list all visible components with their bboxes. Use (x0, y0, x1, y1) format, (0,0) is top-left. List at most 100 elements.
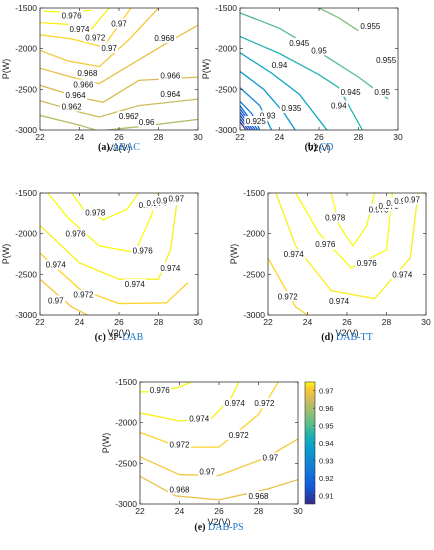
contour-line (40, 114, 96, 130)
contour-label-bg (247, 490, 270, 501)
contour-label: 0.94 (331, 102, 347, 111)
contour-label-bg (261, 452, 280, 463)
contour-label-group: 0.9780.9760.9740.9720.9760.9740.9740.978… (276, 194, 422, 307)
contour-label: 0.97 (111, 19, 127, 28)
caption-letter: (e) (194, 522, 208, 533)
contour-label: 0.945 (341, 88, 362, 97)
x-tick-label: 22 (135, 506, 145, 516)
contour-label: 0.974 (392, 270, 413, 279)
y-axis-label: P(W) (229, 244, 239, 265)
contour-label: 0.974 (160, 264, 181, 273)
x-tick-label: 22 (35, 317, 45, 327)
x-tick-label: 24 (175, 506, 185, 516)
x-tick-label: 30 (193, 317, 203, 327)
contour-label-bg (83, 207, 107, 218)
contour-label-bg (327, 296, 351, 307)
contour-label-bg (148, 385, 172, 396)
contour-label: 0.964 (66, 91, 87, 100)
contour-label: 0.97 (263, 454, 279, 463)
contour-label-bg (109, 18, 129, 29)
x-axis-label: V2(V) (107, 143, 130, 153)
contour-line (275, 193, 419, 300)
contour-line (318, 8, 359, 32)
colorbar-tick-label: 0.95 (319, 422, 334, 431)
x-axis-label: V2(V) (307, 143, 330, 153)
x-tick-label: 24 (275, 132, 285, 142)
contour-label: 0.972 (73, 291, 94, 300)
contour-label: 0.925 (246, 117, 267, 126)
y-tick-label: -1500 (243, 188, 265, 198)
contour-label-bg (117, 111, 141, 122)
contour-label: 0.976 (315, 240, 336, 249)
contour-label: 0.964 (160, 90, 181, 99)
contour-label: 0.97 (404, 196, 420, 205)
contour-label-bg (313, 239, 337, 250)
contour-label-bg (402, 194, 422, 205)
contour-label: 0.962 (62, 102, 83, 111)
y-tick-label: -2500 (243, 269, 265, 279)
contour-label-bg (309, 45, 329, 56)
colorbar-tick-label: 0.97 (319, 387, 334, 396)
x-tick-label: 24 (75, 317, 85, 327)
x-axis-label: V2(V) (335, 328, 358, 338)
contour-label-bg (270, 59, 289, 70)
contour-label: 0.974 (189, 415, 210, 424)
caption-letter: (a) (98, 142, 112, 153)
colorbar-tick-label: 0.91 (319, 491, 334, 500)
contour-label: 0.974 (284, 250, 305, 259)
contour-label: 0.976 (62, 11, 83, 20)
y-tick-label: -2500 (15, 84, 37, 94)
x-tick-label: 22 (35, 132, 45, 142)
panel-caption: (e) DAB-PS (194, 522, 243, 533)
contour-label-bg (168, 484, 191, 495)
contour-line (240, 118, 249, 130)
contour-label-bg (168, 439, 191, 450)
contour-label: 0.972 (229, 431, 250, 440)
contour-line (47, 193, 160, 254)
y-tick-label: -2000 (243, 229, 265, 239)
caption-name: CD (319, 142, 333, 153)
contour-label-group: 0.9780.9760.9740.9720.970.9760.9740.9740… (44, 193, 186, 306)
x-tick-label: 26 (114, 317, 124, 327)
contour-label-bg (64, 90, 88, 101)
x-tick-label: 22 (235, 132, 245, 142)
contour-label-bg (390, 269, 414, 280)
contour-label-bg (279, 103, 303, 114)
y-tick-label: -1500 (215, 3, 237, 13)
contour-label: 0.976 (357, 259, 378, 268)
contour-label-bg (64, 228, 88, 239)
contour-label-bg (244, 116, 268, 127)
contour-label-bg (137, 116, 156, 127)
x-tick-label: 24 (303, 317, 313, 327)
contour-label-bg (60, 10, 84, 21)
contour-label: 0.974 (125, 280, 146, 289)
contour-label-bg (123, 279, 147, 290)
contour-label: 0.95 (374, 88, 390, 97)
contour-label: 0.945 (289, 39, 310, 48)
contour-label: 0.972 (254, 399, 275, 408)
y-tick-label: -2500 (15, 269, 37, 279)
contour-label: 0.955 (360, 22, 381, 31)
x-tick-label: 28 (382, 317, 392, 327)
y-axis-label: P(W) (1, 59, 11, 80)
contour-label-bg (287, 37, 311, 48)
x-tick-label: 28 (154, 132, 164, 142)
contour-label-bg (158, 89, 182, 100)
contour-label-bg (158, 262, 182, 273)
contour-label-bg (131, 245, 155, 256)
y-tick-label: -1500 (115, 377, 137, 387)
contour-line (140, 475, 298, 501)
y-tick-label: -1500 (15, 3, 37, 13)
contour-label: 0.972 (169, 441, 190, 450)
y-tick-label: -2000 (15, 229, 37, 239)
contour-label: 0.955 (376, 56, 397, 65)
contour-label-bg (323, 212, 347, 223)
contour-label-bg (223, 398, 247, 409)
x-tick-label: 30 (421, 317, 431, 327)
caption-letter: (d) (321, 332, 336, 343)
contour-label-bg (167, 193, 186, 204)
contour-label: 0.974 (69, 25, 90, 34)
contour-label: 0.976 (66, 230, 87, 239)
y-tick-label: -2500 (215, 84, 237, 94)
caption-name: ABAC (112, 142, 140, 153)
